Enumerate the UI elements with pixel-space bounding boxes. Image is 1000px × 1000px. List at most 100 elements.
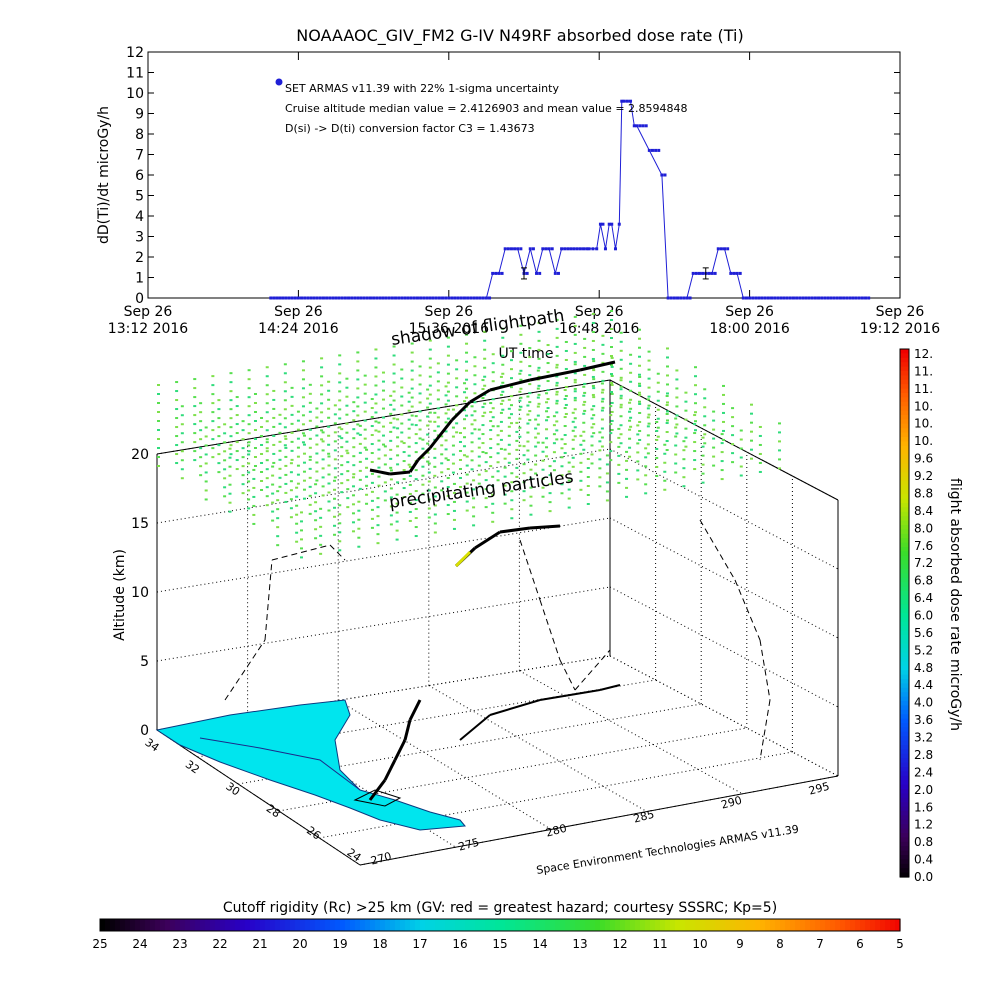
data-point bbox=[617, 222, 621, 226]
particle-dash bbox=[567, 461, 571, 464]
rigidity-cell bbox=[355, 919, 361, 931]
particle-dash bbox=[555, 420, 559, 423]
particle-dash bbox=[465, 396, 469, 399]
particle-dash bbox=[296, 410, 300, 413]
particle-dash bbox=[528, 419, 532, 422]
data-point bbox=[296, 296, 300, 300]
particle-dash bbox=[381, 425, 385, 428]
particle-dash bbox=[586, 476, 590, 478]
cutoff-rigidity-title: Cutoff rigidity (Rc) >25 km (GV: red = g… bbox=[223, 900, 777, 916]
particle-dash bbox=[284, 464, 288, 467]
particle-dash bbox=[302, 434, 306, 437]
particle-dash bbox=[619, 367, 623, 370]
particle-dash bbox=[545, 455, 549, 458]
rigidity-cell bbox=[405, 919, 411, 931]
particle-dash bbox=[712, 419, 716, 422]
particle-dash bbox=[458, 440, 462, 443]
particle-dash bbox=[427, 471, 431, 474]
particle-dash bbox=[546, 407, 550, 410]
florida-land bbox=[155, 699, 466, 831]
particle-dash bbox=[444, 394, 448, 397]
particle-dash bbox=[484, 488, 488, 491]
particle-dash bbox=[260, 479, 264, 482]
particle-dash bbox=[408, 465, 412, 468]
particle-dash bbox=[722, 429, 725, 432]
particle-dash bbox=[564, 403, 568, 406]
particle-dash bbox=[579, 434, 583, 437]
data-point bbox=[595, 247, 599, 251]
colorbar-cell bbox=[900, 621, 909, 627]
colorbar-cell bbox=[900, 441, 909, 447]
particle-dash bbox=[609, 405, 613, 408]
particle-dash bbox=[271, 483, 275, 486]
particle-dash bbox=[684, 436, 688, 439]
data-point bbox=[610, 222, 614, 226]
data-point bbox=[347, 296, 351, 300]
particle-dash bbox=[481, 406, 485, 409]
particle-dash bbox=[229, 408, 233, 411]
particle-dash bbox=[345, 449, 349, 452]
rigidity-cell bbox=[370, 919, 376, 931]
particle-dash bbox=[481, 397, 485, 400]
x-tick-date: Sep 26 bbox=[876, 304, 925, 320]
particle-dash bbox=[694, 420, 697, 423]
particle-dash bbox=[315, 434, 319, 437]
colorbar-tick-label: 0.4 bbox=[914, 853, 933, 867]
particle-dash bbox=[610, 328, 613, 330]
particle-dash bbox=[564, 340, 568, 343]
rigidity-tick-label: 14 bbox=[532, 937, 547, 951]
latitude-tick-label: 26 bbox=[304, 824, 323, 843]
data-point bbox=[810, 296, 814, 300]
particle-dash bbox=[483, 330, 487, 333]
colorbar-tick-label: 10. bbox=[914, 417, 933, 431]
data-point bbox=[378, 296, 382, 300]
particle-dash bbox=[625, 477, 629, 480]
particle-dash bbox=[666, 356, 669, 359]
ground-track-segment bbox=[368, 779, 387, 801]
y-tick-label: 1 bbox=[135, 271, 144, 287]
rigidity-cell bbox=[130, 919, 136, 931]
particle-dash bbox=[374, 411, 378, 414]
colorbar-cell bbox=[900, 525, 909, 530]
data-point bbox=[620, 99, 624, 103]
particle-dash bbox=[758, 452, 762, 455]
particle-dash bbox=[396, 427, 400, 430]
particle-dash bbox=[370, 452, 374, 455]
particle-dash bbox=[157, 411, 160, 413]
rigidity-cell bbox=[415, 919, 421, 931]
particle-dash bbox=[663, 470, 667, 473]
rigidity-cell bbox=[320, 919, 326, 931]
particle-dash bbox=[610, 410, 614, 413]
particle-dash bbox=[499, 447, 503, 450]
state-border bbox=[199, 737, 361, 791]
data-point bbox=[807, 296, 811, 300]
flight-track-segment bbox=[389, 470, 411, 476]
particle-dash bbox=[290, 431, 294, 434]
particle-dash bbox=[591, 330, 595, 333]
particle-dash bbox=[519, 405, 523, 408]
particle-dash bbox=[663, 461, 667, 464]
colorbar-cell bbox=[900, 665, 909, 671]
x-tick-time: 13:12 2016 bbox=[108, 321, 189, 337]
particle-dash bbox=[338, 426, 342, 429]
rigidity-cell bbox=[765, 919, 771, 931]
particle-dash bbox=[555, 381, 559, 384]
particle-dash bbox=[465, 342, 469, 345]
particle-dash bbox=[629, 425, 633, 428]
particle-dash bbox=[601, 370, 605, 373]
data-point bbox=[497, 271, 501, 275]
particle-dash bbox=[638, 411, 642, 414]
particle-dash bbox=[463, 391, 467, 394]
particle-dash bbox=[276, 517, 280, 520]
particle-dash bbox=[204, 480, 208, 483]
particle-dash bbox=[356, 414, 360, 417]
particle-dash bbox=[591, 393, 595, 396]
particle-dash bbox=[421, 456, 425, 459]
rigidity-cell bbox=[420, 919, 426, 931]
particle-dash bbox=[519, 378, 523, 381]
colorbar-cell bbox=[900, 511, 909, 517]
data-point bbox=[763, 296, 767, 300]
particle-dash bbox=[199, 411, 203, 414]
data-point bbox=[459, 296, 463, 300]
